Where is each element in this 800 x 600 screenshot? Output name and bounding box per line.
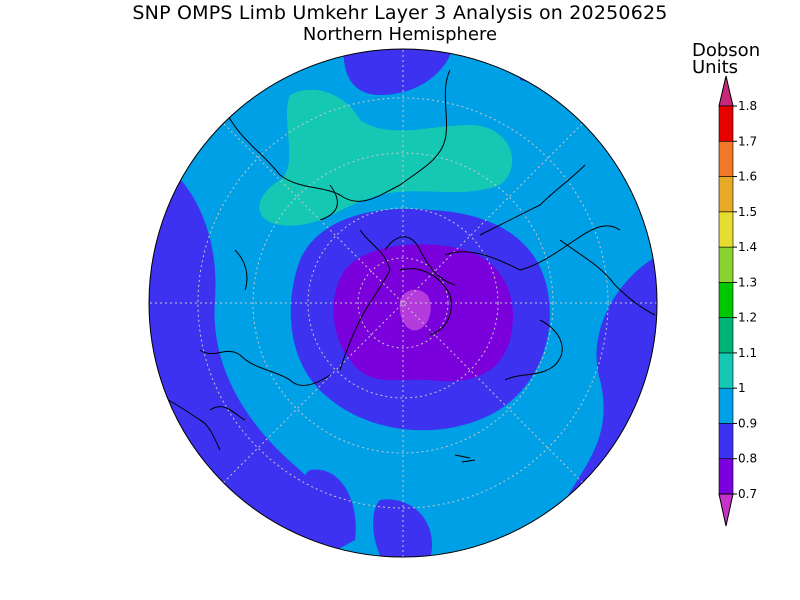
colorbar: 0.7 0.8 0.9 1 1.1 1.2 1.3 1.4 1.5 1.6 1.7 1.8	[718, 75, 757, 527]
colorbar-bin	[718, 387, 734, 424]
colorbar-low-arrow	[718, 493, 734, 527]
field-min-center	[399, 289, 431, 331]
colorbar-bin	[718, 317, 734, 354]
map-title: SNP OMPS Limb Umkehr Layer 3 Analysis on…	[132, 2, 668, 24]
colorbar-high-arrow	[718, 75, 734, 107]
colorbar-tick-label: 1.5	[738, 205, 757, 219]
colorbar-bin	[718, 282, 734, 318]
colorbar-bin	[718, 211, 734, 248]
coastlines	[149, 69, 656, 463]
colorbar-tick-label: 1.1	[738, 346, 757, 360]
globe-outline	[148, 48, 658, 558]
ozone-field	[149, 49, 657, 557]
colorbar-tick-label: 1.8	[738, 99, 757, 113]
colorbar-tick-label: 0.9	[738, 416, 757, 430]
colorbar-units: Dobson Units	[692, 40, 761, 78]
colorbar-units-line2: Units	[692, 57, 739, 78]
colorbar-bin	[718, 140, 734, 177]
colorbar-tick-label: 1.6	[738, 170, 757, 184]
colorbar-tick-label: 1.7	[738, 134, 757, 148]
field-1-0-band	[259, 89, 513, 226]
map-subtitle: Northern Hemisphere	[302, 24, 498, 45]
colorbar-tick-label: 1	[738, 381, 746, 395]
colorbar-tick-label: 1.2	[738, 311, 757, 325]
colorbar-bin	[718, 352, 734, 389]
colorbar-bin	[718, 423, 734, 460]
colorbar-tick-label: 0.8	[738, 452, 757, 466]
graticule	[149, 49, 657, 557]
colorbar-bin	[718, 176, 734, 213]
colorbar-tick-label: 0.7	[738, 487, 757, 501]
colorbar-bin	[718, 105, 734, 142]
colorbar-bin	[718, 246, 734, 283]
colorbar-tick-label: 1.4	[738, 240, 757, 254]
field-0-8-band-south2	[373, 499, 432, 557]
field-0-8-band-north	[343, 49, 455, 95]
colorbar-units-line1: Dobson	[692, 40, 761, 61]
colorbar-tick-label: 1.3	[738, 275, 757, 289]
colorbar-bin	[718, 458, 734, 495]
